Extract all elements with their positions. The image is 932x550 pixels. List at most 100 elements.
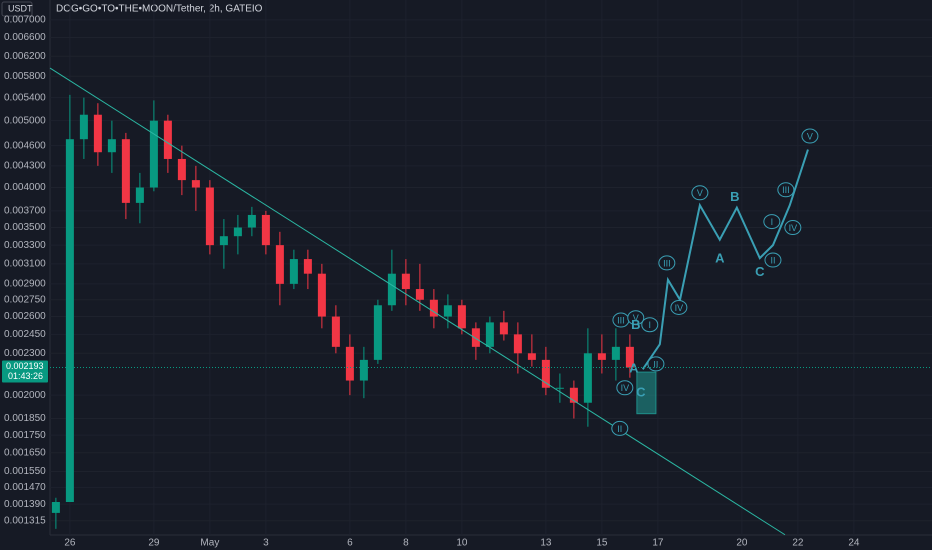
y-tick-label: 0.003100 — [4, 259, 46, 270]
wave-label: II — [617, 424, 622, 434]
wave-label: II — [770, 255, 775, 265]
candle-body — [499, 322, 508, 335]
candle-body — [359, 359, 368, 381]
y-tick-label: 0.005400 — [4, 92, 46, 103]
last-price-label: 0.002193 — [6, 361, 44, 371]
y-tick-label: 0.002600 — [4, 311, 46, 322]
y-tick-label: 0.001850 — [4, 413, 46, 424]
x-tick-label: 29 — [148, 538, 160, 549]
wave-label: III — [782, 185, 790, 195]
wave-label: III — [663, 258, 671, 268]
wave-label: IV — [621, 383, 630, 393]
candle-body — [289, 259, 298, 284]
y-tick-label: 0.001315 — [4, 515, 46, 526]
wave-circle — [777, 182, 795, 198]
candle-body — [471, 328, 480, 347]
x-tick-label: 26 — [64, 538, 76, 549]
candle-body — [317, 273, 326, 317]
y-tick-label: 0.001750 — [4, 430, 46, 441]
y-tick-label: 0.004600 — [4, 140, 46, 151]
wave-label: B — [631, 317, 640, 332]
candle-body — [373, 305, 382, 360]
candle-body — [107, 139, 116, 153]
x-tick-label: 8 — [403, 538, 409, 549]
candle-body — [51, 502, 60, 513]
candle-body — [401, 273, 410, 290]
projection-line — [641, 149, 809, 370]
y-tick-label: 0.006200 — [4, 51, 46, 62]
candle-body — [457, 305, 466, 329]
candle-body — [275, 245, 284, 284]
wave-circle — [801, 128, 819, 144]
x-tick-label: 13 — [540, 538, 552, 549]
candle-body — [219, 236, 228, 246]
candle-body — [429, 299, 438, 317]
y-tick-label: 0.002000 — [4, 390, 46, 401]
wave-circle — [627, 310, 645, 326]
trendline — [49, 67, 786, 536]
y-tick-label: 0.001550 — [4, 466, 46, 477]
candle-body — [625, 346, 634, 368]
y-tick-label: 0.005800 — [4, 71, 46, 82]
candle-body — [415, 289, 424, 300]
x-tick-label: 22 — [792, 538, 804, 549]
candle-body — [79, 114, 88, 140]
wave-label: C — [755, 264, 765, 279]
projection-box — [636, 371, 657, 415]
countdown: 01:43:26 — [8, 371, 43, 381]
y-tick-label: 0.005000 — [4, 115, 46, 126]
y-tick-label: 0.002450 — [4, 329, 46, 340]
y-tick-label: 0.004300 — [4, 160, 46, 171]
candle-body — [443, 305, 452, 317]
x-tick-label: 6 — [347, 538, 353, 549]
y-tick-label: 0.007000 — [4, 15, 46, 26]
wave-label: V — [807, 131, 813, 141]
x-tick-label: 20 — [736, 538, 748, 549]
candle-body — [121, 139, 130, 203]
wave-label: IV — [789, 223, 798, 233]
candle-body — [205, 187, 214, 246]
y-tick-label: 0.002300 — [4, 348, 46, 359]
y-tick-label: 0.001390 — [4, 499, 46, 510]
wave-label: I — [771, 217, 774, 227]
y-tick-label: 0.001470 — [4, 482, 46, 493]
candle-body — [303, 259, 312, 274]
wave-label: II — [653, 359, 658, 369]
candle-body — [135, 187, 144, 203]
x-tick-label: May — [200, 538, 219, 549]
wave-circle — [764, 252, 782, 268]
candle-body — [387, 273, 396, 306]
candle-body — [233, 227, 242, 237]
candle-body — [569, 387, 578, 403]
x-tick-label: 17 — [652, 538, 664, 549]
x-tick-label: 3 — [263, 538, 269, 549]
candle-body — [527, 353, 536, 360]
x-tick-label: 10 — [456, 538, 468, 549]
currency: USDT — [8, 3, 33, 13]
candle-body — [485, 322, 494, 347]
x-tick-label: 24 — [848, 538, 860, 549]
wave-label: C — [636, 385, 646, 400]
currency-box — [1, 1, 33, 17]
wave-label: A — [629, 360, 639, 375]
candle-body — [149, 120, 158, 188]
y-tick-label: 0.003500 — [4, 222, 46, 233]
y-tick-label: 0.002750 — [4, 294, 46, 305]
candle-body — [261, 214, 270, 246]
wave-circle — [658, 255, 676, 271]
wave-label: V — [633, 313, 639, 323]
y-tick-label: 0.002900 — [4, 278, 46, 289]
candle-body — [331, 316, 340, 347]
wave-label: I — [649, 320, 652, 330]
y-tick-label: 0.003700 — [4, 206, 46, 217]
wave-label: IV — [675, 303, 684, 313]
candle-body — [163, 120, 172, 159]
candle-body — [191, 180, 200, 188]
candle-body — [177, 158, 186, 181]
candle-body — [583, 353, 592, 403]
wave-circle — [611, 420, 629, 436]
